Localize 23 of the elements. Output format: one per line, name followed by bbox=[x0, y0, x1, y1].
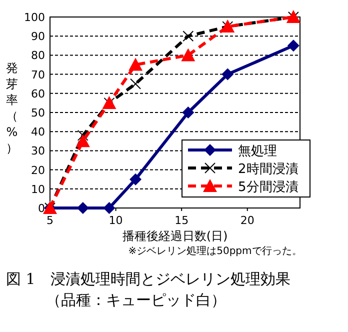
legend-label: 2時間浸漬 bbox=[238, 162, 298, 177]
y-tick-label: 20 bbox=[31, 164, 45, 177]
text: 図 1 浸漬処理時間とジベレリン処理効果 bbox=[6, 270, 290, 288]
x-tick-label: 20 bbox=[240, 214, 254, 227]
y-tick-label: 0 bbox=[38, 202, 45, 215]
y-tick-label: 50 bbox=[31, 106, 45, 120]
legend-label: 5分間浸漬 bbox=[238, 180, 298, 195]
y-tick-label: 30 bbox=[31, 144, 45, 158]
y-tick-label: 100 bbox=[24, 11, 45, 24]
x-tick-label: 15 bbox=[174, 214, 189, 227]
y-tick-label: 90 bbox=[31, 30, 45, 44]
y-tick-label: 70 bbox=[31, 68, 45, 82]
y-tick-label: 40 bbox=[31, 126, 45, 139]
legend-label: 無処理 bbox=[238, 144, 277, 159]
x-tick-label: 5 bbox=[46, 214, 54, 227]
text: ※ジベレリン処理は50ppmで行った。 bbox=[128, 246, 302, 257]
y-tick-label: 60 bbox=[31, 87, 45, 100]
x-tick-label: 10 bbox=[108, 214, 123, 227]
y-tick-label: 80 bbox=[31, 49, 45, 62]
y-axis-title: 発芽率（%） bbox=[6, 61, 18, 155]
x-axis-title: 播種後経過日数(日) bbox=[122, 229, 228, 243]
y-tick-label: 10 bbox=[31, 182, 45, 196]
text: （品種：キューピッド白） bbox=[46, 291, 226, 309]
